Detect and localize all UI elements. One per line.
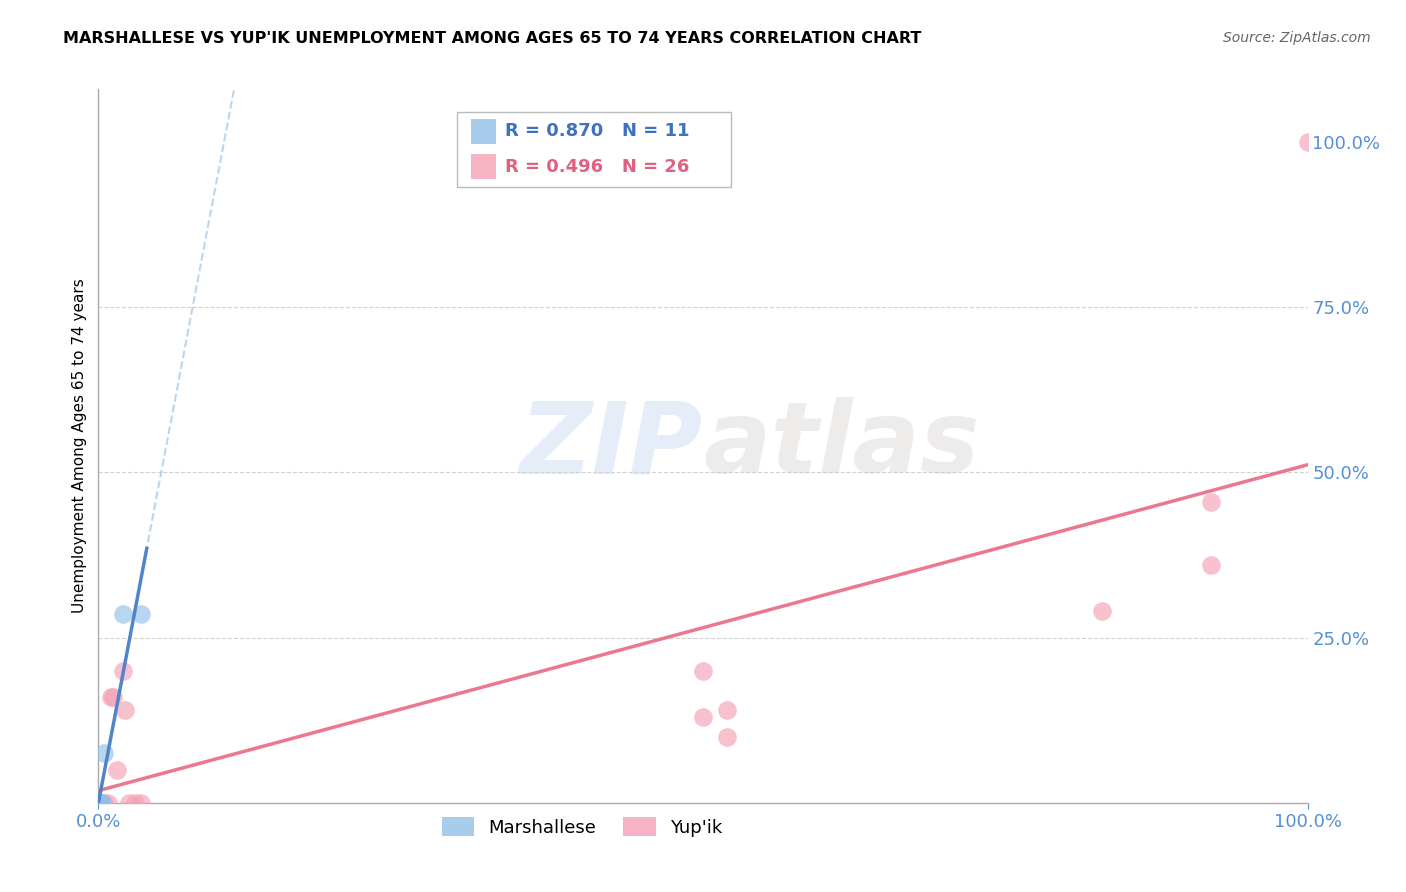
Point (118, 796, 141, 810)
Legend: Marshallese, Yup'ik: Marshallese, Yup'ik (434, 810, 730, 844)
Point (1296, 135, 1319, 149)
Point (87, 796, 110, 810)
Y-axis label: Unemployment Among Ages 65 to 74 years: Unemployment Among Ages 65 to 74 years (72, 278, 87, 614)
Point (87, 796, 110, 810)
Point (1199, 558, 1222, 572)
Point (87, 796, 110, 810)
Text: atlas: atlas (703, 398, 980, 494)
Point (111, 664, 134, 678)
Point (716, 703, 738, 717)
Point (87, 796, 110, 810)
Point (87, 796, 110, 810)
Point (114, 703, 136, 717)
Point (87, 796, 110, 810)
Point (87, 796, 110, 810)
Point (716, 730, 738, 744)
Point (93, 746, 115, 760)
Point (1199, 495, 1222, 509)
Point (101, 690, 124, 704)
Text: MARSHALLESE VS YUP'IK UNEMPLOYMENT AMONG AGES 65 TO 74 YEARS CORRELATION CHART: MARSHALLESE VS YUP'IK UNEMPLOYMENT AMONG… (63, 31, 922, 46)
Point (90, 796, 112, 810)
Point (90, 796, 112, 810)
Point (87, 796, 110, 810)
Point (129, 607, 152, 622)
Point (692, 664, 714, 678)
Point (91, 796, 114, 810)
Point (100, 690, 122, 704)
Point (87, 796, 110, 810)
Text: R = 0.496   N = 26: R = 0.496 N = 26 (505, 158, 689, 176)
Point (692, 710, 714, 724)
Text: ZIP: ZIP (520, 398, 703, 494)
Point (87, 796, 110, 810)
Text: Source: ZipAtlas.com: Source: ZipAtlas.com (1223, 31, 1371, 45)
Point (90, 796, 112, 810)
Point (129, 796, 152, 810)
Point (124, 796, 146, 810)
Point (93, 796, 115, 810)
Point (111, 607, 134, 622)
Point (87, 796, 110, 810)
Point (105, 763, 128, 777)
Point (1091, 604, 1114, 618)
Point (87, 796, 110, 810)
Point (97, 796, 120, 810)
Text: R = 0.870   N = 11: R = 0.870 N = 11 (505, 122, 689, 140)
